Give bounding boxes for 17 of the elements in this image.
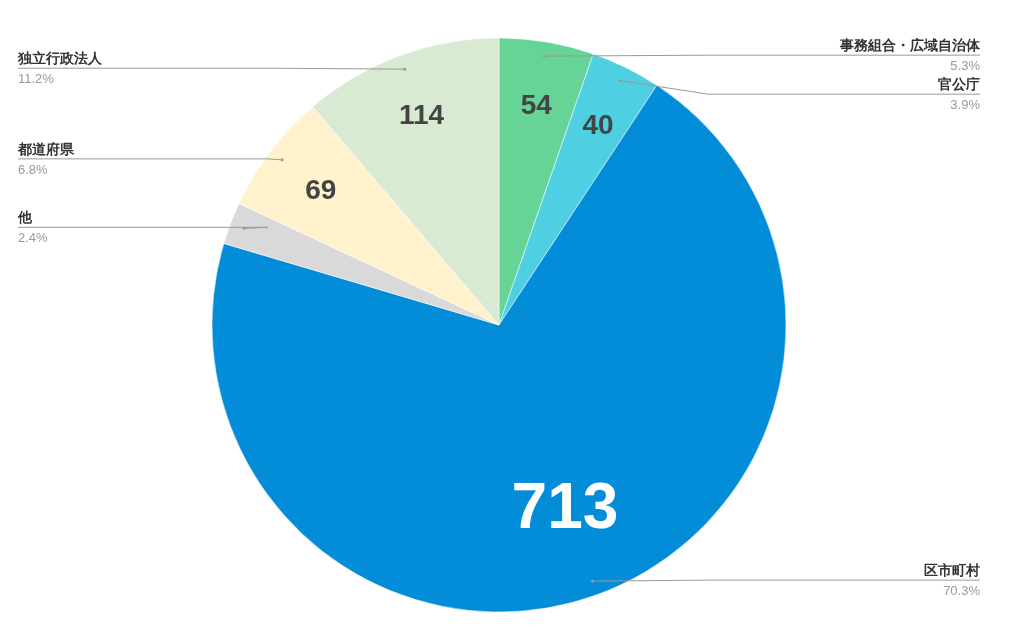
text: 2.4% — [18, 230, 49, 246]
text: 11.2% — [18, 71, 55, 87]
slice-label: 独立行政法人 — [17, 50, 103, 67]
data-label: 713 — [511, 469, 619, 542]
data-label: 54 — [520, 88, 553, 120]
slice-label: 他 — [17, 209, 33, 226]
slice-label: 区市町村 — [924, 562, 980, 579]
slice-label: 都道府県 — [17, 140, 75, 157]
data-label: 69 — [305, 173, 337, 205]
data-label: 40 — [582, 108, 614, 140]
text: 70.3% — [943, 583, 981, 599]
slice-label: 官公庁 — [938, 76, 980, 93]
text: 5.3% — [950, 58, 981, 74]
text: 3.9% — [950, 97, 981, 113]
slice-label: 事務組合・広域自治体 — [839, 37, 981, 54]
data-label: 114 — [398, 99, 445, 131]
text: 6.8% — [18, 161, 49, 177]
